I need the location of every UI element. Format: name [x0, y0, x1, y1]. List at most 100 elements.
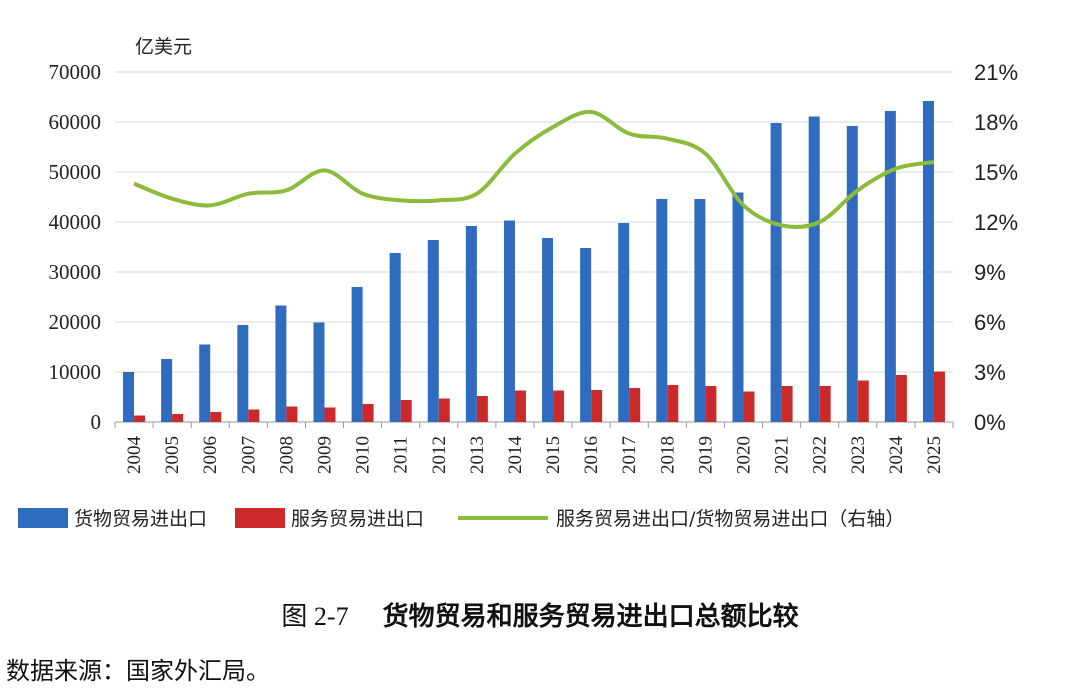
- x-tick-label: 2018: [657, 436, 678, 474]
- y-axis-left: 0 10000 20000 30000 40000 50000 60000 70000: [49, 60, 102, 434]
- bar-goods: [275, 305, 287, 422]
- bar-services: [172, 414, 184, 422]
- y-right-tick-label: 18%: [974, 110, 1018, 135]
- x-tick-label: 2016: [581, 436, 602, 474]
- bar-services: [476, 396, 488, 422]
- bar-goods: [465, 226, 477, 422]
- bar-goods: [313, 322, 325, 422]
- x-axis: 2004 2005 2006 2007 2008 2009 2010 2011 2012 2013…: [114, 422, 954, 475]
- bar-services: [895, 375, 907, 422]
- bar-goods: [922, 101, 934, 422]
- legend-label-goods: 货物贸易进出口: [74, 508, 207, 530]
- y-left-tick-label: 10000: [49, 360, 102, 384]
- legend-label-services: 服务贸易进出口: [291, 508, 424, 530]
- x-tick-label: 2023: [848, 436, 869, 474]
- y-unit-label: 亿美元: [135, 36, 192, 58]
- bar-goods: [694, 199, 706, 422]
- y-right-tick-label: 12%: [974, 210, 1018, 235]
- x-tick-label: 2024: [886, 436, 907, 475]
- x-tick-label: 2013: [467, 436, 488, 474]
- y-left-tick-label: 30000: [49, 260, 102, 284]
- y-left-tick-label: 60000: [49, 110, 102, 134]
- x-tick-label: 2009: [315, 436, 336, 474]
- y-right-tick-label: 6%: [974, 310, 1006, 335]
- bar-services: [134, 415, 146, 422]
- bar-goods: [503, 220, 515, 422]
- bar-services: [362, 404, 374, 422]
- bar-goods: [389, 253, 401, 422]
- y-left-tick-label: 20000: [49, 310, 102, 334]
- x-tick-label: 2008: [276, 436, 297, 474]
- bar-services: [514, 390, 526, 422]
- figure-title: 货物贸易和服务贸易进出口总额比较: [382, 602, 799, 632]
- bar-services: [553, 390, 565, 422]
- x-tick-label: 2015: [543, 436, 564, 474]
- x-tick-label: 2014: [505, 436, 526, 475]
- bar-services: [324, 407, 336, 422]
- x-tick-label: 2020: [734, 436, 755, 474]
- bar-goods: [732, 192, 744, 422]
- y-right-tick-label: 21%: [974, 60, 1018, 85]
- y-left-tick-label: 40000: [49, 210, 102, 234]
- bar-goods: [618, 223, 630, 422]
- bar-goods: [427, 240, 439, 422]
- bar-goods: [351, 287, 363, 422]
- bar-goods: [846, 126, 858, 422]
- x-tick-label: 2017: [619, 436, 640, 474]
- bar-services: [705, 386, 717, 422]
- bar-goods: [542, 238, 554, 422]
- legend: 货物贸易进出口 服务贸易进出口 服务贸易进出口/货物贸易进出口（右轴）: [18, 508, 904, 530]
- x-tick-label: 2011: [391, 436, 412, 473]
- legend-swatch-goods: [18, 508, 68, 528]
- bar-goods: [123, 372, 135, 422]
- bar-goods: [884, 111, 896, 422]
- bar-services: [248, 409, 260, 422]
- bar-services: [210, 412, 222, 422]
- x-tick-label: 2004: [124, 436, 145, 475]
- bar-services: [286, 406, 298, 422]
- bar-goods: [161, 359, 173, 422]
- bar-services: [933, 371, 945, 422]
- y-left-tick-label: 0: [91, 410, 102, 434]
- data-source: 数据来源：国家外汇局。: [6, 657, 270, 685]
- x-tick-label: 2006: [200, 436, 221, 474]
- bar-services: [400, 400, 412, 422]
- y-right-tick-label: 9%: [974, 260, 1006, 285]
- bar-services: [743, 391, 755, 422]
- ratio-line-path: [133, 109, 935, 230]
- bar-services: [781, 386, 793, 422]
- ratio-line: [133, 109, 935, 230]
- bar-goods: [580, 248, 592, 422]
- bar-services: [438, 398, 450, 422]
- x-tick-label: 2022: [810, 436, 831, 474]
- legend-label-ratio: 服务贸易进出口/货物贸易进出口（右轴）: [556, 508, 904, 530]
- y-right-tick-label: 0%: [974, 410, 1006, 435]
- figure-caption: 图 2-7 货物贸易和服务贸易进出口总额比较: [0, 596, 1080, 633]
- y-axis-right: 0% 3% 6% 9% 12% 15% 18% 21%: [974, 60, 1018, 435]
- bar-services: [857, 380, 869, 422]
- legend-swatch-services: [235, 508, 285, 528]
- chart: 亿美元 0 10000 20000 30000 40000 50000 60000 70000…: [18, 36, 1018, 530]
- y-left-tick-label: 70000: [49, 60, 102, 84]
- bar-goods: [770, 123, 782, 422]
- x-tick-label: 2021: [772, 436, 793, 474]
- x-tick-label: 2010: [353, 436, 374, 474]
- x-tick-label: 2007: [238, 436, 259, 474]
- bar-services: [629, 388, 641, 422]
- x-tick-label: 2025: [924, 436, 945, 474]
- bar-services: [667, 385, 679, 422]
- bar-goods: [656, 199, 668, 422]
- figure-number: 图 2-7: [281, 602, 349, 631]
- bar-services: [591, 390, 603, 422]
- y-left-tick-label: 50000: [49, 160, 102, 184]
- gridlines: [115, 71, 953, 423]
- x-tick-label: 2005: [162, 436, 183, 474]
- bar-goods: [237, 325, 249, 422]
- y-right-tick-label: 15%: [974, 160, 1018, 185]
- bars: [123, 101, 945, 422]
- bar-goods: [808, 116, 820, 422]
- bar-goods: [199, 344, 211, 422]
- x-tick-label: 2012: [429, 436, 450, 474]
- x-tick-label: 2019: [695, 436, 716, 474]
- y-right-tick-label: 3%: [974, 360, 1006, 385]
